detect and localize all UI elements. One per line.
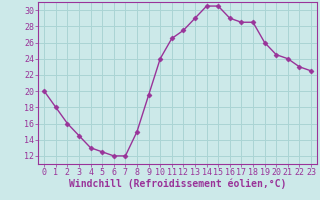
X-axis label: Windchill (Refroidissement éolien,°C): Windchill (Refroidissement éolien,°C) [69, 179, 286, 189]
